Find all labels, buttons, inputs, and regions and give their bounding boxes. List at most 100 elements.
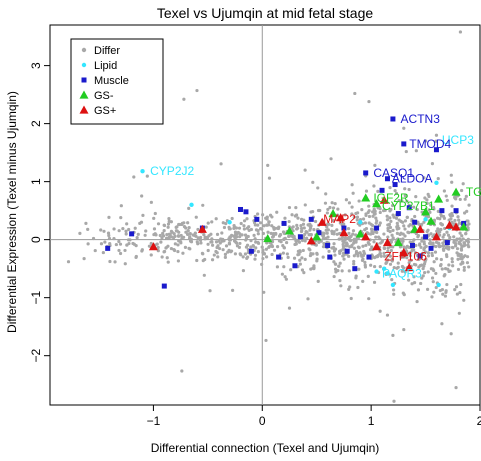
differ-point	[461, 260, 465, 265]
muscle-point	[327, 254, 333, 260]
differ-point	[391, 237, 395, 241]
differ-point	[301, 222, 306, 226]
differ-point	[446, 233, 451, 237]
differ-point	[168, 234, 172, 239]
legend-marker	[79, 90, 89, 99]
differ-point	[453, 287, 457, 292]
differ-point	[152, 232, 156, 237]
differ-point	[378, 241, 383, 245]
differ-point	[292, 256, 297, 260]
differ-point	[388, 254, 392, 258]
differ-point	[287, 219, 291, 224]
differ-point	[437, 230, 441, 234]
differ-point	[341, 251, 346, 255]
differ-point	[391, 203, 395, 208]
differ-point	[409, 250, 413, 254]
differ-point	[164, 246, 168, 250]
differ-point	[203, 237, 207, 241]
differ-point	[272, 248, 277, 252]
muscle-point	[428, 245, 434, 251]
differ-point	[382, 246, 386, 250]
differ-point	[465, 219, 469, 223]
differ-point	[372, 207, 376, 211]
differ-point	[395, 225, 399, 229]
differ-point	[234, 241, 239, 245]
differ-point	[351, 191, 355, 195]
differ-point	[264, 247, 268, 251]
differ-point	[152, 227, 157, 231]
differ-point	[428, 210, 432, 214]
differ-point	[416, 288, 421, 292]
differ-point	[201, 203, 205, 207]
differ-point	[402, 126, 406, 130]
muscle-point	[412, 219, 418, 225]
y-axis-ticks: −2 −1 0 1 2 3	[29, 62, 50, 363]
differ-point	[287, 205, 292, 210]
differ-point	[270, 224, 274, 228]
differ-point	[266, 230, 270, 234]
differ-point	[395, 221, 399, 225]
differ-point	[172, 248, 177, 253]
muscle-point	[276, 254, 282, 260]
differ-point	[403, 234, 407, 238]
differ-point	[324, 192, 328, 196]
muscle-point	[341, 225, 347, 231]
muscle-point	[374, 225, 380, 231]
differ-point	[436, 209, 440, 213]
differ-point	[275, 226, 279, 230]
differ-point	[333, 253, 337, 257]
differ-point	[86, 242, 90, 246]
differ-point	[217, 239, 221, 243]
x-tick-label: 0	[259, 414, 266, 428]
legend-label: Muscle	[94, 75, 129, 87]
differ-point	[406, 251, 410, 255]
gs--point	[317, 217, 327, 226]
differ-point	[258, 221, 263, 225]
differ-point	[403, 187, 407, 191]
differ-point	[463, 197, 467, 201]
differ-point	[356, 254, 360, 258]
differ-point	[297, 252, 301, 256]
differ-point	[350, 183, 354, 187]
differ-point	[433, 250, 438, 254]
differ-point	[194, 215, 198, 219]
differ-point	[386, 249, 390, 253]
differ-point	[269, 244, 274, 248]
muscle-point	[243, 209, 249, 215]
differ-point	[386, 235, 390, 239]
gs--point	[372, 242, 382, 251]
differ-point	[243, 233, 247, 237]
differ-point	[199, 241, 203, 245]
differ-point	[401, 220, 405, 224]
differ-point	[299, 223, 303, 228]
differ-point	[438, 288, 442, 293]
gs--point	[336, 213, 346, 222]
differ-point	[286, 255, 290, 259]
differ-point	[123, 262, 127, 266]
differ-point	[463, 211, 467, 215]
gene-label-ucp3: UCP3	[442, 133, 474, 147]
differ-point	[201, 259, 205, 263]
differ-point	[459, 282, 463, 287]
differ-point	[187, 225, 191, 230]
differ-point	[117, 248, 121, 253]
differ-point	[182, 221, 186, 225]
lipid-point	[434, 180, 439, 186]
differ-point	[352, 259, 356, 264]
differ-point	[242, 219, 247, 223]
differ-point	[265, 223, 269, 227]
differ-point	[249, 245, 253, 249]
gs--point	[339, 228, 349, 237]
differ-point	[447, 263, 451, 267]
differ-point	[375, 254, 380, 259]
differ-point	[162, 223, 167, 228]
differ-point	[240, 233, 244, 237]
differ-point	[215, 251, 219, 255]
lipid-point	[227, 220, 232, 225]
differ-point	[440, 223, 445, 227]
differ-point	[367, 297, 371, 301]
differ-point	[382, 251, 386, 255]
differ-point	[270, 240, 275, 244]
differ-point	[237, 226, 242, 230]
differ-point	[211, 243, 215, 247]
